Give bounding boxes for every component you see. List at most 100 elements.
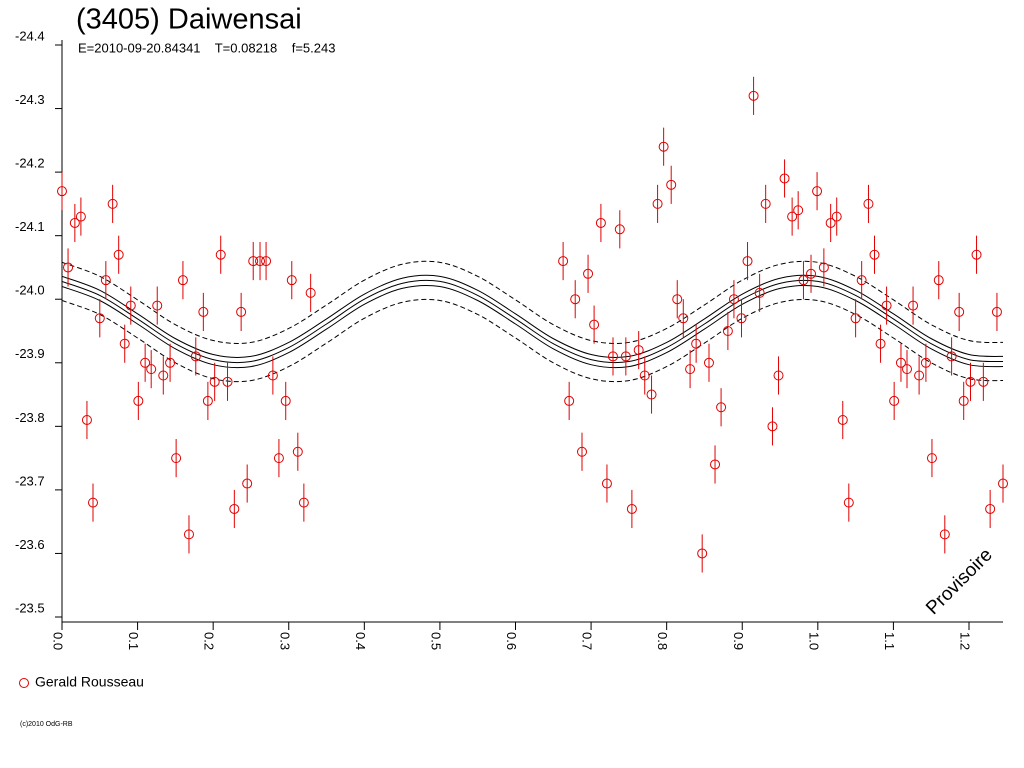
y-tick-label: -23.8 [15,410,45,425]
data-point [607,351,618,362]
x-tick-label: 0.5 [428,632,443,650]
data-point [146,364,157,375]
data-point [722,326,733,336]
data-point [933,275,944,286]
y-tick-label: -24.3 [15,92,45,107]
data-point [305,287,316,298]
data-point [672,294,683,305]
data-point [850,313,861,324]
data-point [119,338,130,349]
x-tick-label: 0.1 [126,632,141,650]
data-point [152,300,163,311]
data-point [875,338,886,349]
data-point [63,262,74,273]
data-point [793,205,804,216]
data-point [837,414,848,425]
footer: (c)2010 OdG-RB [20,721,73,728]
data-point [895,357,906,368]
legend-marker [19,678,29,688]
x-tick-label: 0.0 [51,632,66,650]
data-point [267,370,278,381]
data-point [914,370,925,381]
data-point [806,268,817,279]
y-tick-label: -23.7 [15,473,45,488]
data-point [902,364,913,375]
data-point [87,497,98,508]
data-point [843,497,854,508]
data-point [292,446,303,457]
data-point [261,256,272,267]
x-tick-label: 0.7 [580,632,595,650]
data-point [748,90,759,101]
data-point [978,376,989,387]
data-point [652,198,663,209]
legend-label: Gerald Rousseau [35,674,144,690]
data-point [57,186,67,197]
data-point [856,275,867,286]
fit-curve [62,284,1003,369]
fit-curve [62,274,1003,358]
data-point [869,249,880,260]
data-point [183,529,194,540]
y-tick-label: -23.9 [15,346,45,361]
data-point [577,446,588,457]
chart-title: (3405) Daiwensai [76,4,302,36]
data-point [908,300,919,311]
data-point [685,364,696,375]
data-point [248,256,259,267]
data-point [666,179,677,190]
y-tick-label: -24.1 [15,219,45,234]
data-point [954,306,965,317]
data-point [678,313,689,324]
data-point [125,300,136,311]
data-point [601,478,612,489]
data-point [754,287,765,298]
fit-curves [62,260,1003,383]
data-point [570,294,581,305]
fit-curve [62,279,1003,364]
data-point [564,395,575,406]
data-point [215,249,226,260]
data-point [736,313,747,324]
data-point [825,217,836,228]
data-point [710,459,721,470]
y-tick-label: -23.5 [15,600,45,615]
x-tick-label: 0.9 [731,632,746,650]
data-point [133,395,144,406]
data-point [716,402,727,413]
data-point [939,529,950,540]
y-tick-label: -24.4 [15,28,45,43]
data-point [190,351,201,362]
chart-subtitle: E=2010-09-20.84341 T=0.08218 f=5.243 [78,40,335,55]
data-point [140,357,151,368]
data-point [971,249,982,260]
data-point [703,357,714,368]
data-point [81,414,92,425]
x-tick-label: 1.1 [882,632,897,650]
data-point [831,211,842,222]
data-point [589,319,600,330]
x-tick-label: 0.4 [353,632,368,650]
data-point [171,453,182,464]
data-point [926,453,937,464]
y-tick-label: -24.0 [15,283,45,298]
data-point [798,275,809,286]
data-point [298,497,309,508]
data-point [202,395,213,406]
data-point [75,211,86,222]
data-point [286,275,297,286]
data-point [107,198,118,209]
y-tick-label: -24.2 [15,156,45,171]
data-point [273,453,284,464]
x-tick-label: 0.8 [655,632,670,650]
data-point [958,395,969,406]
data-point [583,268,594,279]
x-tick-label: 1.0 [806,632,821,650]
data-point [697,548,708,559]
data-point [236,306,247,317]
data-point [787,211,798,222]
data-point [165,357,176,368]
data-point [760,198,771,209]
data-point [773,370,784,381]
